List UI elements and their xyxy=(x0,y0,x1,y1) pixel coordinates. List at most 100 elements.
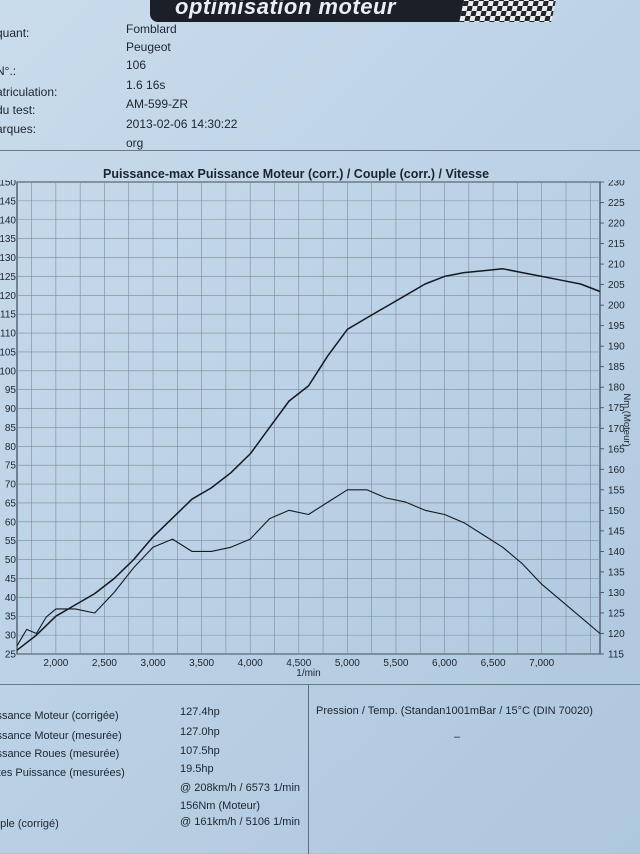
result-label: rtes Puissance (mesurées) xyxy=(0,767,125,779)
conditions-text: Pression / Temp. (Standan1001mBar / 15°C… xyxy=(316,705,593,717)
result-value: 156Nm (Moteur) xyxy=(180,800,261,812)
y-right-tick-label: 210 xyxy=(608,260,625,271)
info-label-test-date: du test: xyxy=(0,103,36,117)
info-value-plate: AM-599-ZR xyxy=(126,97,189,111)
y-right-tick-label: 130 xyxy=(608,588,625,599)
chart-title: Puissance-max Puissance Moteur (corr.) /… xyxy=(103,167,490,181)
y-left-tick-label: 65 xyxy=(5,498,17,509)
result-value: 127.4hp xyxy=(180,706,220,718)
y-right-tick-label: 160 xyxy=(608,465,625,476)
conditions-panel xyxy=(308,684,640,854)
y-right-tick-label: 230 xyxy=(608,180,625,189)
dyno-chart: 2,000 2,500 3,000 3,500 4,000 4,500 5,000 5,500… xyxy=(0,180,632,679)
result-label: issance Roues (mesurée) xyxy=(0,748,120,760)
header-divider xyxy=(0,150,640,151)
y-left-tick-label: 55 xyxy=(5,536,17,547)
y-right-tick-label: 220 xyxy=(608,219,625,230)
y-left-tick-label: 150 xyxy=(0,180,16,189)
y-right-tick-label: 215 xyxy=(608,239,625,250)
x-tick-label: 4,500 xyxy=(286,658,311,669)
y-right-tick-label: 195 xyxy=(608,321,625,332)
brand-banner xyxy=(150,0,480,22)
y-left-tick-label: 30 xyxy=(5,631,17,642)
x-tick-label: 6,500 xyxy=(481,658,506,669)
y-right-tick-label: 155 xyxy=(608,485,625,496)
result-value: @ 161km/h / 5106 1/min xyxy=(180,816,301,828)
info-value-engine: 1.6 16s xyxy=(126,78,166,92)
y-left-tick-label: 105 xyxy=(0,347,16,358)
x-tick-label: 2,000 xyxy=(43,658,68,669)
result-label: issance Moteur (mesurée) xyxy=(0,730,122,742)
y-right-tick-label: 225 xyxy=(608,198,625,209)
y-right-tick-label: 205 xyxy=(608,280,625,291)
info-label-constructor: quant: xyxy=(0,26,30,40)
result-value: 107.5hp xyxy=(180,745,220,757)
y-left-tick-label: 145 xyxy=(0,196,16,207)
torque-curve-line xyxy=(16,489,601,647)
y-left-tick-label: 50 xyxy=(5,555,17,566)
y-right-tick-label: 200 xyxy=(608,301,625,312)
info-label-remarks: arques: xyxy=(0,122,37,136)
y-left-tick-label: 120 xyxy=(0,291,16,302)
info-value-model: 106 xyxy=(126,58,147,72)
chart-ticks: 2,000 2,500 3,000 3,500 4,000 4,500 5,000 5,500… xyxy=(0,180,625,669)
x-tick-label: 3,500 xyxy=(189,658,214,669)
y-right-tick-label: 190 xyxy=(608,342,625,353)
info-value-make: Peugeot xyxy=(126,40,171,54)
result-value: @ 208km/h / 6573 1/min xyxy=(180,782,301,794)
x-tick-label: 5,000 xyxy=(335,658,360,669)
y-left-tick-label: 85 xyxy=(5,423,17,434)
y-right-tick-label: 165 xyxy=(608,444,625,455)
x-tick-label: 2,500 xyxy=(92,658,117,669)
info-value-remarks: org xyxy=(126,136,144,150)
y-axis-right-label: Nm (Moteur) xyxy=(621,393,632,446)
y-right-tick-label: 125 xyxy=(608,608,625,619)
x-tick-label: 3,000 xyxy=(141,658,166,669)
y-right-tick-label: 135 xyxy=(608,567,625,578)
result-label: issance Moteur (corrigée) xyxy=(0,710,119,722)
x-tick-label: 5,500 xyxy=(383,658,408,669)
x-tick-label: 7,000 xyxy=(529,658,554,669)
y-left-tick-label: 45 xyxy=(5,574,17,585)
x-tick-label: 4,000 xyxy=(238,658,263,669)
y-left-tick-label: 140 xyxy=(0,215,16,226)
info-value-datetime: 2013-02-06 14:30:22 xyxy=(126,117,238,131)
conditions-value: – xyxy=(454,731,461,743)
y-left-tick-label: 100 xyxy=(0,366,16,377)
y-left-tick-label: 75 xyxy=(5,461,17,472)
y-left-tick-label: 35 xyxy=(5,612,17,623)
info-label-number: N°.: xyxy=(0,64,17,78)
brand-title: optimisation moteur xyxy=(175,0,396,19)
y-left-tick-label: 125 xyxy=(0,272,16,283)
y-right-tick-label: 150 xyxy=(608,506,625,517)
result-value: 19.5hp xyxy=(180,763,214,775)
x-axis-label: 1/min xyxy=(296,668,320,679)
y-left-tick-label: 40 xyxy=(5,593,17,604)
y-right-tick-label: 115 xyxy=(608,650,624,661)
y-left-tick-label: 25 xyxy=(5,650,17,661)
y-left-tick-label: 130 xyxy=(0,253,16,264)
y-left-tick-label: 80 xyxy=(5,442,17,453)
power-curve-line xyxy=(16,268,601,651)
y-right-tick-label: 175 xyxy=(608,403,625,414)
y-left-tick-label: 110 xyxy=(0,329,16,340)
chart-grid xyxy=(16,181,601,655)
checkered-flag-icon xyxy=(459,0,557,22)
y-left-tick-label: 90 xyxy=(5,404,17,415)
y-right-tick-label: 145 xyxy=(608,526,625,537)
y-right-tick-label: 180 xyxy=(608,383,625,394)
y-right-tick-label: 170 xyxy=(608,424,625,435)
y-left-tick-label: 95 xyxy=(5,385,17,396)
y-left-tick-label: 70 xyxy=(5,480,17,491)
info-value-owner: Fomblard xyxy=(126,22,177,36)
y-right-tick-label: 120 xyxy=(608,629,625,640)
info-label-registration: atriculation: xyxy=(0,85,58,99)
result-label: uple (corrigé) xyxy=(0,818,59,830)
result-value: 127.0hp xyxy=(180,726,220,738)
y-left-tick-label: 115 xyxy=(0,310,16,321)
results-divider xyxy=(0,684,640,685)
y-left-tick-label: 135 xyxy=(0,234,16,245)
x-tick-label: 6,000 xyxy=(432,658,457,669)
y-right-tick-label: 140 xyxy=(608,547,625,558)
